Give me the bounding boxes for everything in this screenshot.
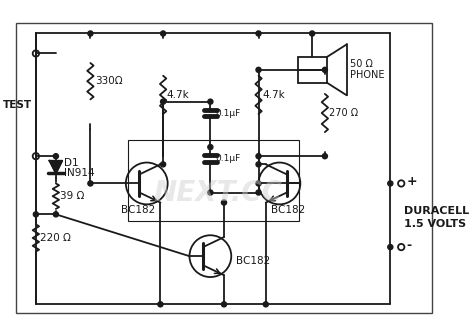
Text: D1: D1 (64, 158, 79, 168)
Text: 0.1μF: 0.1μF (216, 109, 241, 118)
Circle shape (322, 154, 328, 159)
Circle shape (388, 181, 393, 186)
Text: 4.7k: 4.7k (262, 90, 285, 100)
Text: 50 Ω: 50 Ω (350, 59, 373, 70)
Bar (298, 57, 327, 83)
Circle shape (322, 67, 328, 72)
Circle shape (256, 190, 261, 195)
Text: DURACELL: DURACELL (404, 206, 469, 216)
Circle shape (33, 212, 38, 217)
Text: -: - (407, 239, 412, 252)
Text: 220 Ω: 220 Ω (40, 233, 71, 243)
Text: +: + (407, 175, 417, 188)
Circle shape (88, 181, 93, 186)
Circle shape (221, 200, 227, 205)
Text: BC182: BC182 (272, 205, 306, 215)
Circle shape (221, 302, 227, 307)
Circle shape (54, 212, 58, 217)
Text: TEST: TEST (3, 100, 32, 110)
Circle shape (161, 31, 165, 36)
Text: 4.7k: 4.7k (167, 90, 190, 100)
Circle shape (256, 181, 261, 186)
Text: PHONE: PHONE (350, 70, 385, 80)
Circle shape (256, 162, 261, 167)
Circle shape (388, 245, 393, 250)
Text: 1.5 VOLTS: 1.5 VOLTS (404, 219, 466, 229)
Polygon shape (49, 161, 62, 173)
Circle shape (256, 154, 261, 159)
Circle shape (158, 302, 163, 307)
Text: BC182: BC182 (120, 205, 155, 215)
Text: NEXT.CC: NEXT.CC (153, 178, 282, 207)
Text: 270 Ω: 270 Ω (329, 108, 358, 118)
Circle shape (208, 99, 213, 104)
Circle shape (208, 144, 213, 150)
Circle shape (256, 31, 261, 36)
Text: IN914: IN914 (64, 168, 95, 177)
Circle shape (54, 154, 58, 159)
Text: BC182: BC182 (236, 256, 270, 266)
Circle shape (161, 99, 165, 104)
Text: 39 Ω: 39 Ω (60, 191, 85, 201)
Text: 330Ω: 330Ω (95, 76, 123, 86)
Circle shape (88, 31, 93, 36)
Circle shape (263, 302, 268, 307)
Circle shape (161, 162, 165, 167)
Bar (128, 140, 299, 221)
Text: 0.1μF: 0.1μF (216, 154, 241, 163)
Circle shape (256, 67, 261, 72)
Circle shape (208, 190, 213, 195)
Circle shape (310, 31, 315, 36)
